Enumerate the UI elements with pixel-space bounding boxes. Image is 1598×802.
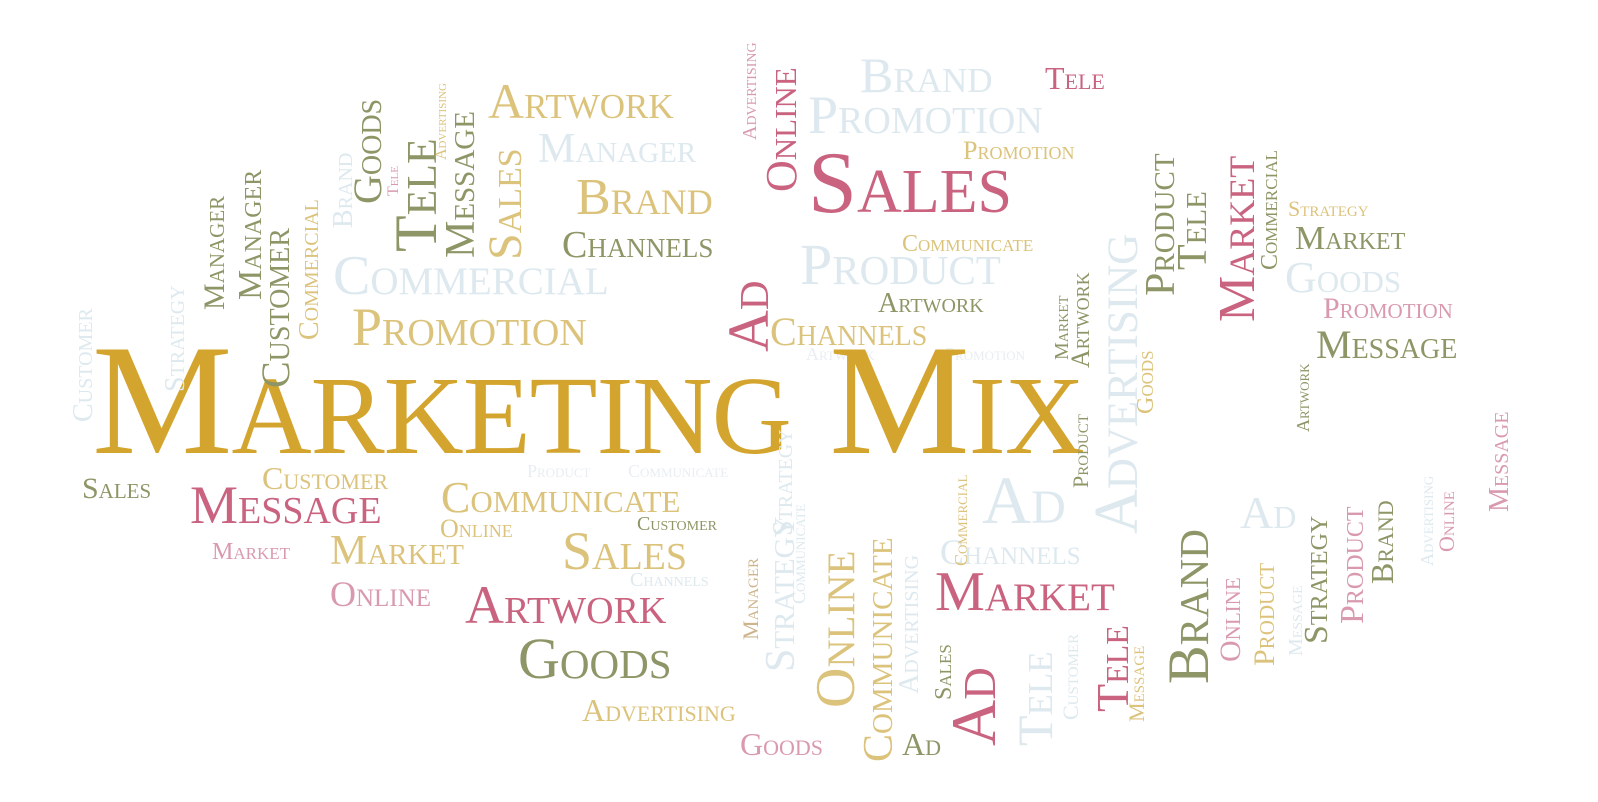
word-brand: Brand <box>860 47 993 103</box>
word-strategy: Strategy <box>1288 196 1369 221</box>
word-goods: Goods <box>1285 253 1402 302</box>
word-goods: Goods <box>1133 350 1159 414</box>
word-tele: Tele <box>1045 60 1105 96</box>
word-customer: Customer <box>637 513 717 535</box>
word-online: Online <box>440 514 513 543</box>
word-brand: Brand <box>1364 500 1400 584</box>
word-brand: Brand <box>1156 529 1221 684</box>
word-product: Product <box>1068 414 1093 488</box>
word-market: Market <box>212 539 291 565</box>
word-channels: Channels <box>770 309 928 354</box>
word-artwork: Artwork <box>878 288 984 319</box>
word-promotion: Promotion <box>963 136 1075 165</box>
title-marketing-mix: Marketing Mix <box>92 313 1085 488</box>
word-communicate: Communicate <box>902 231 1034 257</box>
word-sales: Sales <box>562 521 688 581</box>
word-ad: Ad <box>982 462 1066 538</box>
word-sales: Sales <box>479 148 532 260</box>
word-artwork: Artwork <box>465 575 667 635</box>
word-market: Market <box>1051 295 1073 360</box>
word-promotion: Promotion <box>352 297 587 357</box>
word-artwork: Artwork <box>1293 363 1313 432</box>
word-manager: Manager <box>538 126 697 172</box>
word-product: Product <box>527 461 591 481</box>
word-tele: Tele <box>385 166 402 196</box>
word-brand: Brand <box>576 169 713 226</box>
word-ad: Ad <box>1240 487 1297 538</box>
word-promotion: Promotion <box>1323 292 1453 325</box>
word-channels: Channels <box>940 532 1081 572</box>
word-tele: Tele <box>1170 191 1216 270</box>
word-sales: Sales <box>82 472 152 505</box>
word-advertising: Advertising <box>1417 475 1437 566</box>
word-channels: Channels <box>562 224 714 266</box>
word-online: Online <box>330 574 431 614</box>
word-ad: Ad <box>716 280 781 353</box>
word-manager: Manager <box>198 195 231 310</box>
word-communicate: Communicate <box>789 503 809 604</box>
word-channels: Channels <box>630 569 709 591</box>
word-customer: Customer <box>262 460 389 496</box>
word-advertising: Advertising <box>582 692 736 728</box>
word-promotion: Promotion <box>808 85 1043 145</box>
word-commercial: Commercial <box>294 199 325 340</box>
word-market: Market <box>1295 220 1406 257</box>
word-customer: Customer <box>253 228 298 388</box>
word-online: Online <box>1214 577 1247 662</box>
word-message: Message <box>1484 411 1515 512</box>
word-sales: Sales <box>808 135 1012 232</box>
word-customer: Customer <box>68 308 99 422</box>
word-advertising: Advertising <box>894 554 925 694</box>
word-message: Message <box>1124 645 1149 722</box>
word-promotion: Promotion <box>945 344 1026 364</box>
word-commercial: Commercial <box>951 474 971 566</box>
word-online: Online <box>757 67 806 192</box>
word-message: Message <box>1285 585 1307 656</box>
word-artwork: Artwork <box>488 73 674 129</box>
word-customer: Customer <box>1058 633 1083 720</box>
word-strategy: Strategy <box>160 285 191 392</box>
word-product: Product <box>1248 562 1281 666</box>
word-commercial: Commercial <box>333 245 609 307</box>
word-online: Online <box>1434 491 1459 552</box>
word-market: Market <box>935 561 1115 623</box>
word-commercial: Commercial <box>1257 150 1283 270</box>
word-message: Message <box>190 475 382 535</box>
word-goods: Goods <box>518 626 672 691</box>
word-sales: Sales <box>931 644 957 700</box>
word-artwork: Artwork <box>806 344 875 364</box>
word-advertising: Advertising <box>739 42 761 140</box>
word-goods: Goods <box>740 726 824 762</box>
word-ad: Ad <box>902 726 941 762</box>
word-manager: Manager <box>738 557 763 640</box>
word-communicate: Communicate <box>441 473 681 522</box>
word-product: Product <box>800 232 1001 297</box>
word-advertising: Advertising <box>433 83 450 160</box>
word-communicate: Communicate <box>628 461 729 481</box>
word-market: Market <box>330 528 465 574</box>
word-brand: Brand <box>328 152 359 228</box>
word-message: Message <box>1316 322 1458 367</box>
word-tele: Tele <box>1007 651 1063 746</box>
